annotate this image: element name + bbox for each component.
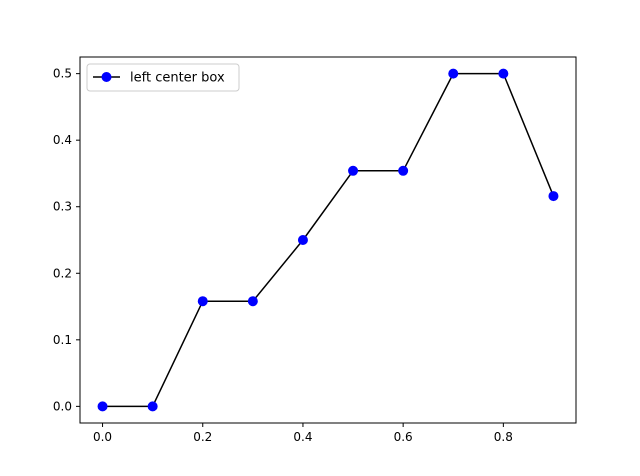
legend-marker (101, 72, 112, 82)
x-tick-label: 0.0 (93, 430, 112, 444)
y-tick-label: 0.2 (53, 266, 72, 280)
data-point (548, 191, 559, 202)
series-layer (97, 68, 559, 412)
legend-box (86, 63, 240, 92)
legend: left center box (86, 63, 240, 92)
y-tick-label: 0.5 (53, 67, 72, 81)
y-tick-label: 0.4 (53, 133, 72, 147)
data-point (197, 296, 208, 307)
data-point (297, 235, 308, 245)
y-tick-label: 0.3 (53, 200, 72, 214)
data-point (97, 401, 108, 412)
data-point (348, 165, 359, 176)
axes-frame (79, 56, 577, 424)
x-tick-label: 0.8 (494, 430, 513, 444)
legend-label: left center box (130, 71, 225, 86)
data-point (498, 68, 509, 79)
y-tick-label: 0.0 (53, 399, 72, 413)
data-point (448, 68, 459, 79)
ticks-layer: 0.0 0.2 0.4 0.6 0.8 0.0 0.1 0.2 0.3 0.4 0.5 (53, 67, 513, 444)
data-point (147, 401, 158, 412)
data-point (247, 296, 258, 307)
x-tick-label: 0.2 (193, 430, 212, 444)
data-point (398, 165, 409, 176)
x-tick-label: 0.6 (394, 430, 413, 444)
y-tick-label: 0.1 (53, 333, 72, 347)
x-tick-label: 0.4 (293, 430, 312, 444)
series-line (102, 72, 555, 408)
